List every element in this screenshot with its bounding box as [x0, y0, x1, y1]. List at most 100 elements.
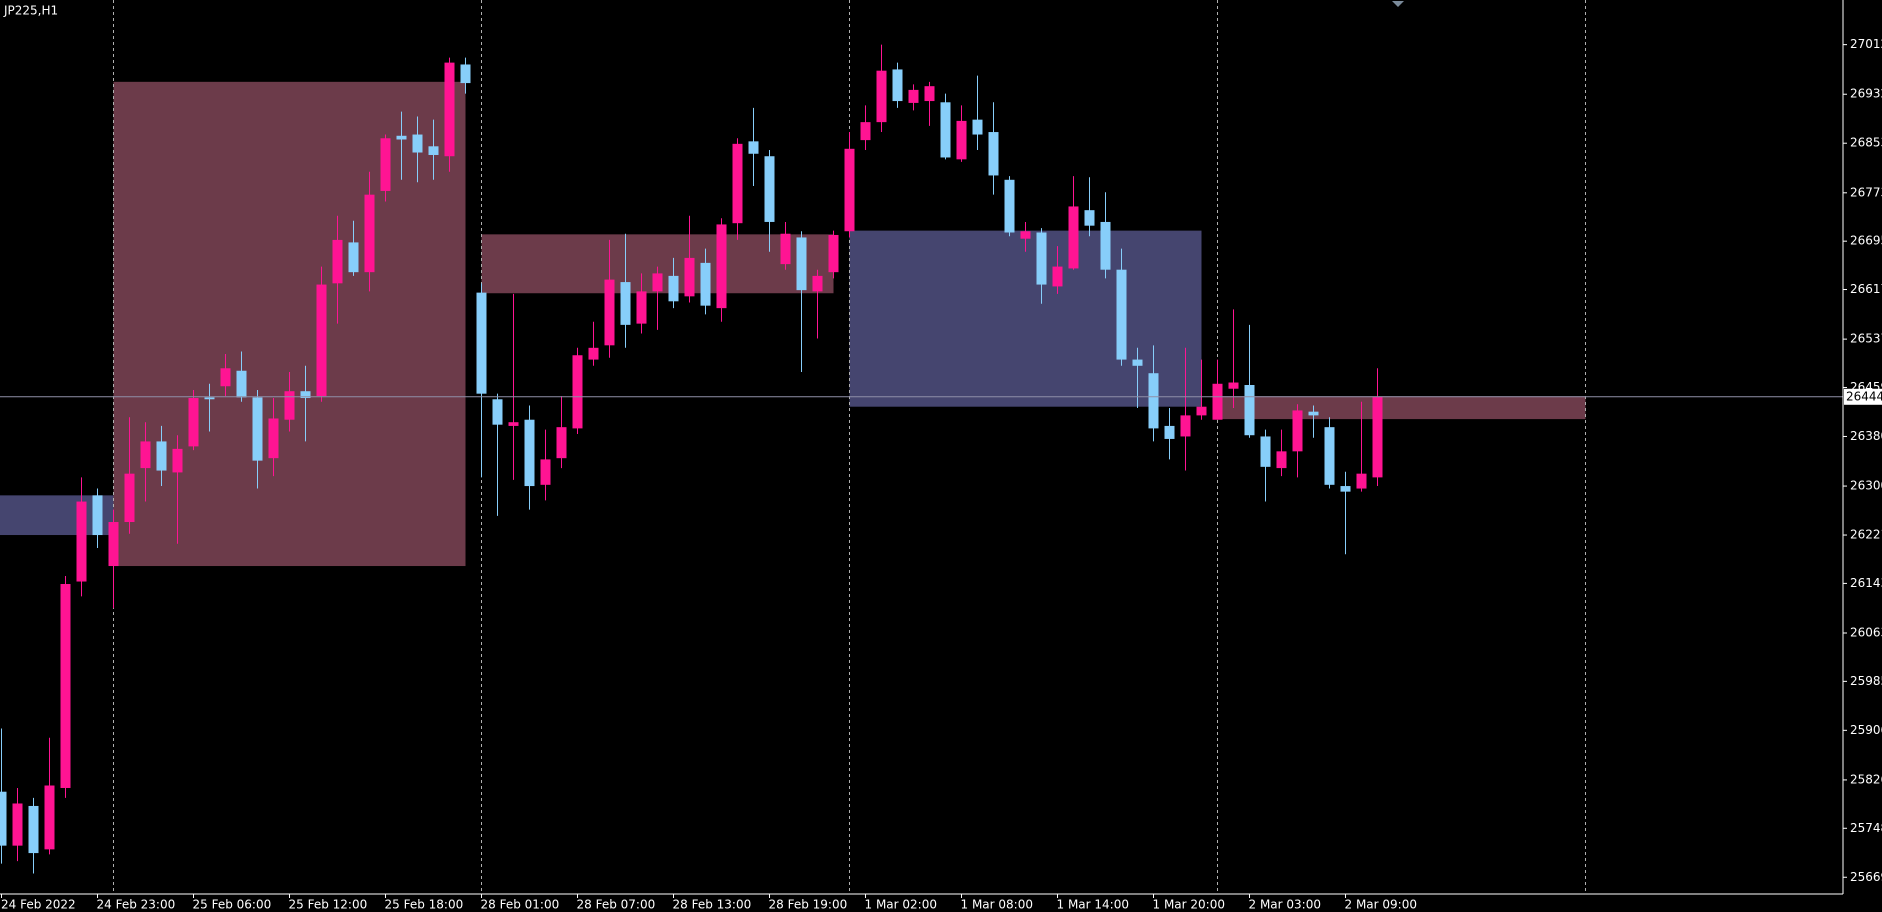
candle-body: [748, 141, 759, 154]
y-tick-label: 26221: [1850, 528, 1882, 542]
current-price-tag: [1844, 388, 1882, 405]
y-tick-label: 25669: [1850, 870, 1882, 884]
candle-body: [1228, 382, 1239, 389]
candle-body: [828, 234, 839, 273]
x-tick-label: 2 Mar 03:00: [1249, 898, 1322, 912]
candle-body: [28, 805, 39, 854]
candle-body: [1196, 406, 1207, 416]
candle-body: [252, 397, 263, 461]
y-tick-label: 26853: [1850, 136, 1882, 150]
y-tick-label: 26300: [1850, 479, 1882, 493]
candle-body: [796, 237, 807, 291]
candle-body: [380, 138, 391, 191]
x-tick-label: 2 Mar 09:00: [1345, 898, 1418, 912]
candle-body: [508, 422, 519, 426]
candle-body: [1004, 179, 1015, 233]
candle-body: [108, 522, 119, 567]
candle-body: [124, 473, 135, 523]
zone: [1217, 396, 1586, 420]
x-tick-label: 24 Feb 2022: [1, 898, 76, 912]
x-tick-label: 25 Feb 18:00: [385, 898, 464, 912]
candle-body: [1132, 359, 1143, 366]
candle-body: [428, 146, 439, 155]
candle-body: [1180, 415, 1191, 437]
y-tick-label: 26143: [1850, 576, 1882, 590]
x-tick-label: 28 Feb 07:00: [577, 898, 656, 912]
candle-body: [604, 279, 615, 346]
candle-body: [1292, 410, 1303, 452]
x-tick-label: 1 Mar 14:00: [1057, 898, 1130, 912]
candle-body: [1308, 411, 1319, 416]
candle-body: [1164, 425, 1175, 439]
candle-body: [1276, 451, 1287, 469]
candle-body: [476, 292, 487, 394]
candle-body: [300, 391, 311, 399]
candle-body: [924, 86, 935, 102]
candle-body: [1036, 232, 1047, 285]
candle-body: [940, 102, 951, 158]
candle-body: [1116, 269, 1127, 360]
candle-body: [652, 273, 663, 292]
x-tick-label: 24 Feb 23:00: [97, 898, 176, 912]
candle-body: [1100, 221, 1111, 270]
y-tick-label: 26773: [1850, 185, 1882, 199]
candle-body: [780, 233, 791, 265]
candle-body: [716, 224, 727, 309]
candle-body: [1340, 486, 1351, 492]
x-tick-label: 28 Feb 01:00: [481, 898, 560, 912]
chart-title: JP225,H1: [3, 4, 58, 18]
candle-body: [492, 399, 503, 425]
candle-body: [988, 132, 999, 176]
candle-body: [1260, 436, 1271, 467]
current-price-label: 26444: [1846, 389, 1882, 403]
candle-body: [396, 135, 407, 140]
candle-body: [732, 143, 743, 224]
candle-body: [92, 495, 103, 536]
candle-body: [684, 257, 695, 297]
candle-body: [540, 459, 551, 485]
candle-body: [908, 89, 919, 103]
candle-body: [204, 397, 215, 400]
y-tick-label: 26537: [1850, 332, 1882, 346]
candle-body: [1324, 427, 1335, 485]
candles: [0, 44, 1383, 874]
candle-body: [572, 355, 583, 429]
x-tick-label: 1 Mar 02:00: [865, 898, 938, 912]
y-tick-label: 25906: [1850, 723, 1882, 737]
candle-body: [1212, 383, 1223, 420]
candle-body: [76, 501, 87, 582]
candle-body: [156, 441, 167, 471]
candle-body: [44, 785, 55, 850]
candle-body: [140, 441, 151, 469]
y-tick-label: 25985: [1850, 674, 1882, 688]
candle-body: [12, 803, 23, 846]
x-tick-label: 25 Feb 06:00: [193, 898, 272, 912]
candle-body: [668, 275, 679, 302]
candle-body: [348, 242, 359, 273]
candle-body: [556, 427, 567, 459]
candle-body: [636, 291, 647, 324]
x-tick-label: 28 Feb 13:00: [673, 898, 752, 912]
candle-body: [1084, 210, 1095, 226]
x-tick-label: 1 Mar 20:00: [1153, 898, 1226, 912]
zone: [849, 230, 1202, 407]
candle-body: [812, 275, 823, 292]
x-tick-label: 1 Mar 08:00: [961, 898, 1034, 912]
candle-body: [844, 148, 855, 232]
candle-body: [364, 194, 375, 273]
candle-body: [412, 134, 423, 153]
candle-body: [0, 791, 7, 846]
y-tick-label: 25748: [1850, 821, 1882, 835]
shift-marker: [1392, 1, 1404, 7]
candle-body: [860, 122, 871, 141]
x-tick-label: 25 Feb 12:00: [289, 898, 368, 912]
y-tick-label: 26063: [1850, 625, 1882, 639]
candle-body: [188, 398, 199, 447]
candle-body: [700, 262, 711, 306]
x-tick-label: 28 Feb 19:00: [769, 898, 848, 912]
candle-body: [332, 239, 343, 284]
overlay: 2701226932268532677326695266172653726459…: [0, 37, 1882, 912]
